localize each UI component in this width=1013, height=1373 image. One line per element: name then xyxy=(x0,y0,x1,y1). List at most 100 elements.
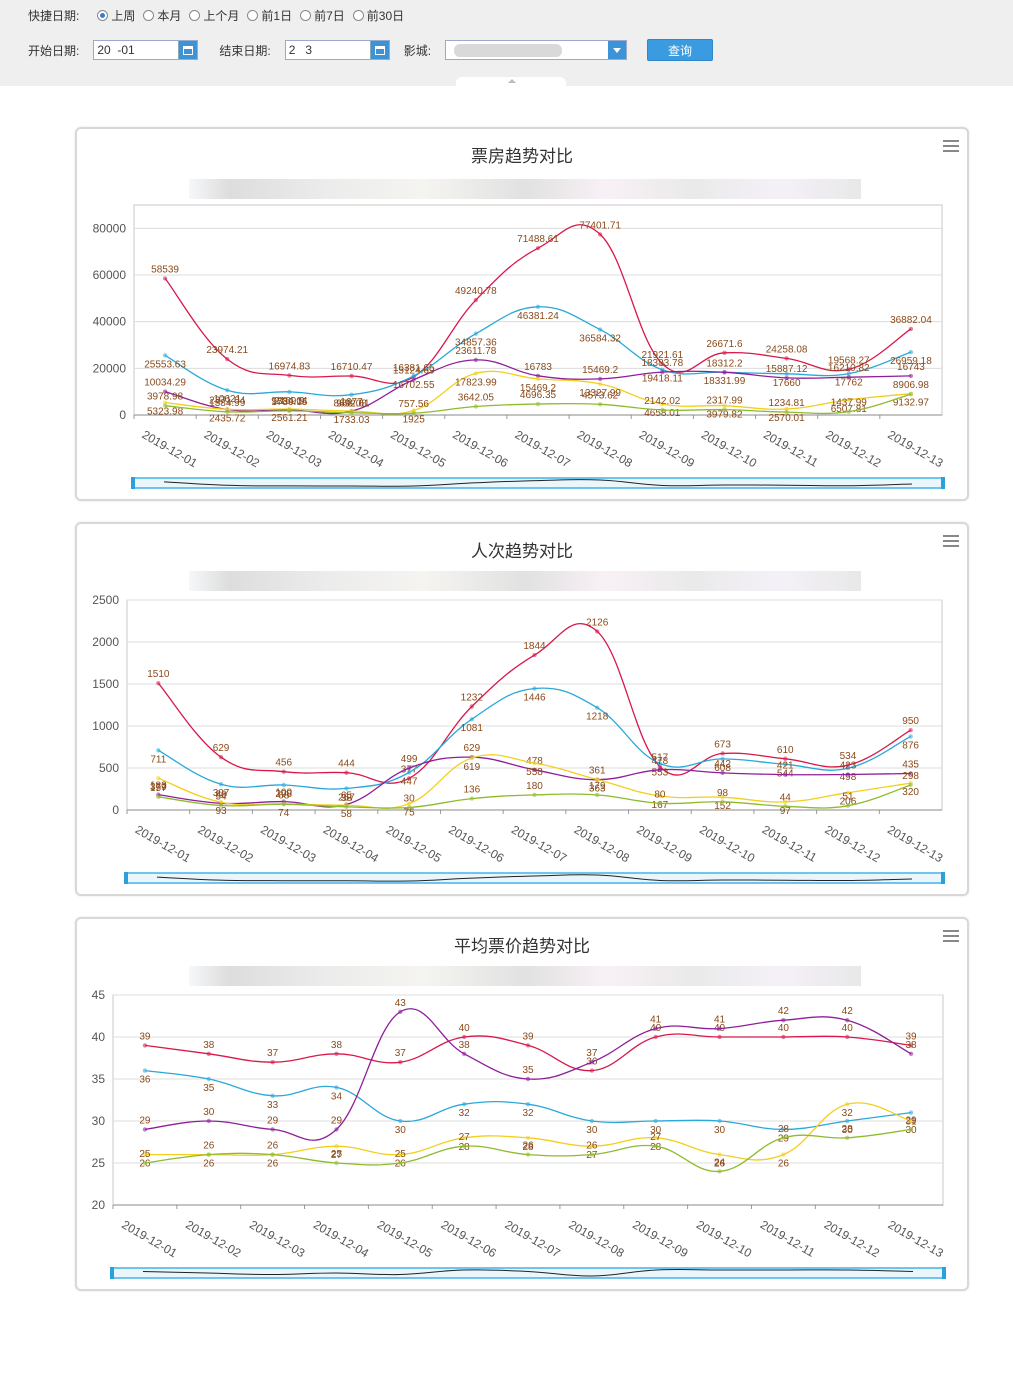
data-point xyxy=(398,1118,403,1124)
quick-date-option[interactable]: 前30日 xyxy=(352,7,404,24)
cinema-select[interactable] xyxy=(445,40,628,60)
data-point xyxy=(218,799,224,805)
data-label: 58539 xyxy=(151,264,179,275)
data-label: 36 xyxy=(139,1075,151,1086)
quick-date-option-label: 前1日 xyxy=(261,9,293,23)
query-button[interactable]: 查询 xyxy=(647,39,714,61)
data-label: 361 xyxy=(589,766,606,777)
radio-icon[interactable] xyxy=(300,10,312,21)
data-label: 16381.65 xyxy=(393,363,435,374)
data-label: 423 xyxy=(840,760,857,771)
data-point xyxy=(142,1160,148,1166)
data-label: 307 xyxy=(213,788,230,799)
data-label: 18312.2 xyxy=(706,358,743,369)
zoom-handle-right[interactable] xyxy=(941,477,945,489)
zoom-handle-right[interactable] xyxy=(942,1267,946,1279)
data-point xyxy=(653,1135,658,1140)
start-date-field[interactable] xyxy=(93,40,199,60)
data-label: 157 xyxy=(150,783,167,794)
menu-icon[interactable] xyxy=(943,930,959,942)
quick-date-option-label: 前7日 xyxy=(314,9,345,23)
x-tick-label: 2019-12-05 xyxy=(384,822,444,865)
data-label: 13327.99 xyxy=(579,388,621,399)
calendar-icon[interactable] xyxy=(178,41,198,59)
end-date-input[interactable] xyxy=(285,42,370,58)
collapse-toggle[interactable] xyxy=(456,77,566,86)
end-date-field[interactable] xyxy=(284,40,390,60)
zoom-handle-left[interactable] xyxy=(124,872,128,884)
zoom-overview-line xyxy=(163,479,913,487)
x-tick-label: 2019-12-12 xyxy=(822,822,882,865)
radio-icon[interactable] xyxy=(143,10,155,21)
data-point xyxy=(594,629,600,634)
data-label: 37 xyxy=(267,1048,279,1059)
data-point xyxy=(349,410,354,415)
data-point xyxy=(334,1051,339,1056)
data-point xyxy=(846,409,851,414)
radio-icon[interactable] xyxy=(247,10,259,21)
menu-icon[interactable] xyxy=(943,140,959,152)
data-point xyxy=(846,374,851,380)
data-point xyxy=(783,772,788,777)
date-range-row: 开始日期: 结束日期: 影城: 查询 xyxy=(28,39,714,61)
quick-date-option[interactable]: 上周 xyxy=(97,7,135,24)
y-tick-label: 35 xyxy=(92,1072,106,1086)
zoom-handle-right[interactable] xyxy=(941,872,945,884)
x-tick-label: 2019-12-03 xyxy=(247,1217,307,1260)
data-label: 75 xyxy=(404,808,416,819)
data-label: 517 xyxy=(652,753,669,764)
data-label: 180 xyxy=(526,781,543,792)
data-label: 29 xyxy=(906,1115,918,1126)
zoom-handle-left[interactable] xyxy=(110,1267,114,1279)
data-point xyxy=(218,782,224,787)
chevron-down-icon[interactable] xyxy=(608,41,627,59)
data-label: 80 xyxy=(215,789,227,800)
data-point xyxy=(594,792,600,798)
data-label: 17660 xyxy=(773,378,801,389)
data-point xyxy=(469,704,475,709)
data-label: 44 xyxy=(780,792,792,803)
chart-legend-redacted xyxy=(189,966,861,986)
data-point xyxy=(908,734,913,739)
data-label: 98 xyxy=(717,788,729,799)
data-label: 499 xyxy=(401,754,418,765)
zoom-slider[interactable] xyxy=(131,477,945,489)
zoom-slider[interactable] xyxy=(110,1267,946,1279)
data-point xyxy=(845,765,851,771)
radio-icon[interactable] xyxy=(352,10,364,21)
data-label: 51 xyxy=(842,792,854,803)
radio-icon[interactable] xyxy=(189,10,201,21)
data-point xyxy=(334,1160,339,1166)
data-point xyxy=(344,770,349,775)
data-point xyxy=(589,1152,595,1157)
data-point xyxy=(597,232,603,237)
data-label: 28 xyxy=(778,1124,790,1135)
x-tick-label: 2019-12-06 xyxy=(446,822,506,865)
y-tick-label: 1000 xyxy=(92,719,119,733)
data-label: 25 xyxy=(139,1149,151,1160)
data-point xyxy=(845,1102,850,1107)
quick-date-option[interactable]: 前1日 xyxy=(247,7,292,24)
zoom-handle-left[interactable] xyxy=(131,477,135,489)
x-tick-label: 2019-12-12 xyxy=(822,1217,882,1260)
y-tick-label: 20 xyxy=(92,1198,106,1212)
quick-date-option[interactable]: 前7日 xyxy=(300,7,345,24)
menu-icon[interactable] xyxy=(943,535,959,547)
data-label: 1733.03 xyxy=(333,415,370,426)
quick-date-option[interactable]: 本月 xyxy=(143,7,181,24)
data-point xyxy=(535,245,541,251)
data-label: 673 xyxy=(714,739,731,750)
data-label: 4696.35 xyxy=(520,390,557,401)
data-point xyxy=(653,1118,658,1124)
data-point xyxy=(281,802,286,807)
data-point xyxy=(597,381,603,387)
zoom-slider[interactable] xyxy=(124,872,945,884)
radio-icon[interactable] xyxy=(97,10,109,21)
data-point xyxy=(473,297,479,303)
data-point xyxy=(344,804,349,810)
data-point xyxy=(349,392,354,397)
quick-date-option[interactable]: 上个月 xyxy=(189,7,239,24)
data-point xyxy=(532,760,537,766)
calendar-icon[interactable] xyxy=(369,41,389,59)
start-date-input[interactable] xyxy=(94,42,179,58)
